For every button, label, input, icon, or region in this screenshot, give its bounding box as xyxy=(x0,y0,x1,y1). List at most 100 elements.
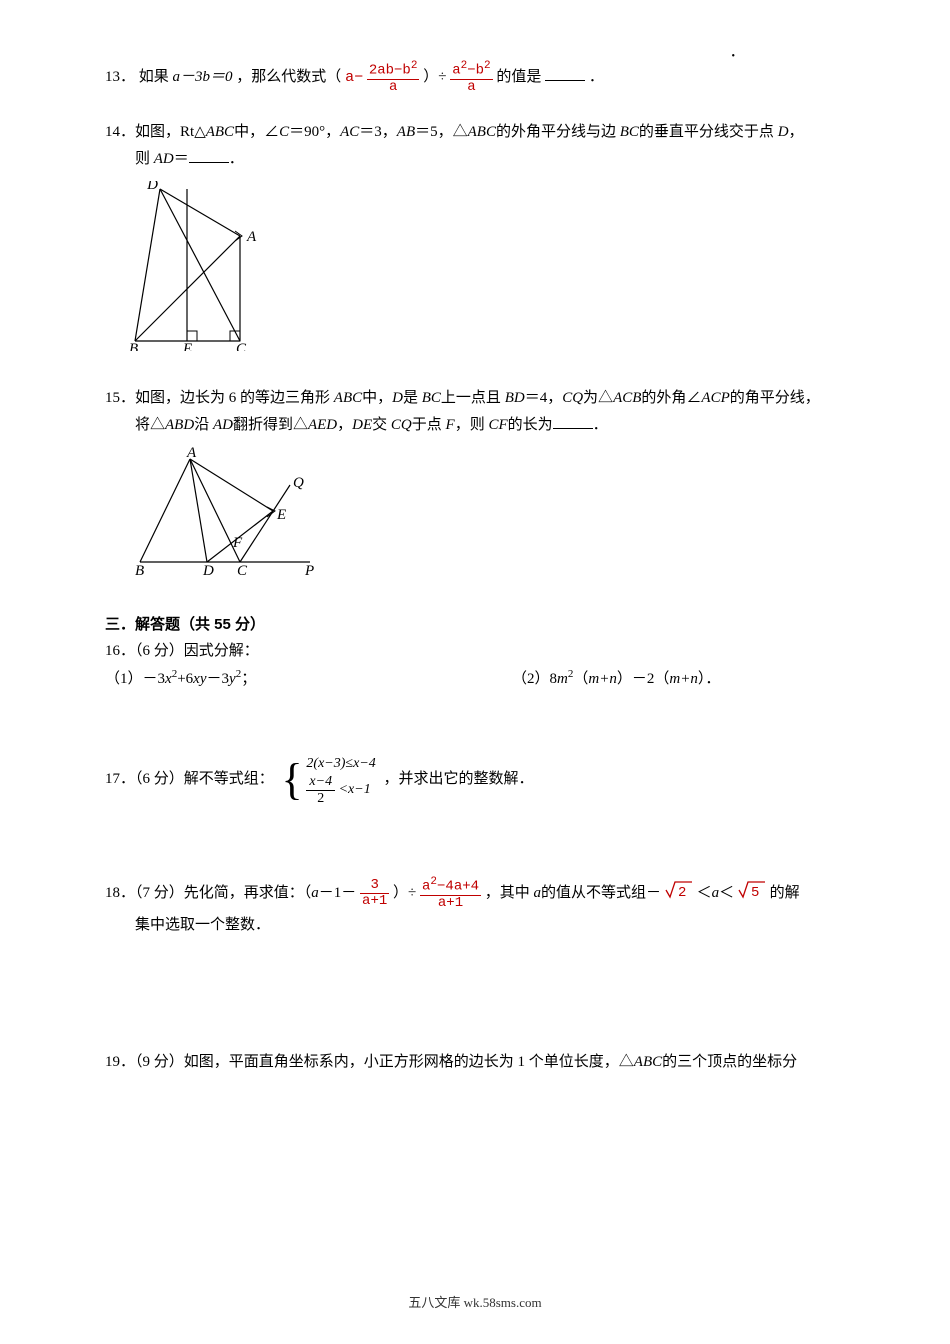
q16-title: （6 分）因式分解： xyxy=(135,643,259,659)
svg-text:C: C xyxy=(237,563,248,577)
svg-text:Q: Q xyxy=(293,475,304,491)
q13-f2sb: 2 xyxy=(484,60,491,72)
q19-abc: ABC xyxy=(634,1054,662,1070)
page-dot: • xyxy=(731,48,735,66)
q15-acb: ACB xyxy=(613,390,641,406)
page-footer: 五八文库 wk.58sms.com xyxy=(0,1291,950,1314)
q15-d: D xyxy=(392,390,403,406)
q14-figure: D A B E C xyxy=(125,181,845,361)
q17-l1a: 2( xyxy=(306,756,318,771)
q19-text: （9 分）如图，平面直角坐标系内，小正方形网格的边长为 1 个单位长度，△ xyxy=(135,1054,634,1070)
q16-p2num: （2） xyxy=(512,671,550,687)
q17-post: ，并求出它的整数解． xyxy=(384,771,534,787)
q14-tb: 中，∠ xyxy=(234,124,279,140)
q13-frac1: 2ab−b2 a xyxy=(367,60,420,95)
q18-frac2: a2−4a+4 a+1 xyxy=(420,876,481,911)
problem-16: 16．（6 分）因式分解： （1）－3x2+6xy－3y2； （2）8m2（m+… xyxy=(105,638,845,693)
q18-f1d: a+1 xyxy=(360,894,389,909)
q13-mid: ，那么代数式（ xyxy=(236,69,341,85)
q15-cq: CQ xyxy=(562,390,583,406)
q14-line2: 则 AD＝． xyxy=(105,146,845,173)
q16-p2m: m xyxy=(557,671,568,687)
q18-ta: （7 分）先化简，再求值：（ xyxy=(135,885,311,901)
q18-num: 18． xyxy=(105,885,135,901)
q15-svg: A Q E F B D C P xyxy=(125,447,325,577)
q16-p1a: －3 xyxy=(143,671,166,687)
q18-a2: a xyxy=(534,885,542,901)
q18-tc: 的解 xyxy=(770,885,800,901)
q15-ti: 将△ xyxy=(135,417,165,433)
q17-frac: x−4 2 xyxy=(306,774,335,806)
svg-text:D: D xyxy=(146,181,158,193)
q15-ad: AD xyxy=(213,417,233,433)
q17-num: 17． xyxy=(105,771,135,787)
q15-end: ． xyxy=(593,417,608,433)
q14-end: ． xyxy=(229,151,244,167)
svg-text:P: P xyxy=(304,563,314,577)
q16-part2: （2）8m2（m+n）－2（m+n）． xyxy=(512,665,845,693)
section-3-title: 三．解答题（共 55 分） xyxy=(105,611,845,638)
q14-svg: D A B E C xyxy=(125,181,285,351)
q15-tl: ， xyxy=(337,417,352,433)
q15-aed: AED xyxy=(308,417,337,433)
q14-d: D xyxy=(778,124,789,140)
q17-title: （6 分）解不等式组： xyxy=(135,771,274,787)
q15-to: ，则 xyxy=(455,417,489,433)
q14-ab: AB xyxy=(397,124,415,140)
q15-f: F xyxy=(446,417,455,433)
problem-14-text: 14．如图，Rt△ABC中，∠C＝90°，AC＝3，AB＝5，△ABC的外角平分… xyxy=(105,119,845,146)
q17-brace-container: { 2(x−3)≤x−4 x−4 2 <x−1 xyxy=(282,753,376,806)
q15-figure: A Q E F B D C P xyxy=(125,447,845,587)
problem-15: 15．如图，边长为 6 的等边三角形 ABC中，D是 BC上一点且 BD＝4，C… xyxy=(105,385,845,587)
svg-text:A: A xyxy=(186,447,197,461)
q14-c: C xyxy=(279,124,289,140)
q15-cf: CF xyxy=(488,417,507,433)
q15-tp: 的长为 xyxy=(508,417,553,433)
q15-tj: 沿 xyxy=(194,417,213,433)
q15-tb: 中， xyxy=(362,390,392,406)
q15-tm: 交 xyxy=(372,417,391,433)
q16-p2mn2: m+n xyxy=(669,671,697,687)
q14-tc: ＝90°， xyxy=(289,124,340,140)
q14-tg: 的垂直平分线交于点 xyxy=(639,124,778,140)
svg-text:E: E xyxy=(276,507,286,523)
q16-num: 16． xyxy=(105,643,135,659)
q15-td: 上一点且 xyxy=(441,390,505,406)
q15-bc: BC xyxy=(422,390,441,406)
svg-text:B: B xyxy=(129,341,138,351)
problem-17: 17．（6 分）解不等式组： { 2(x−3)≤x−4 x−4 2 <x−1 ，… xyxy=(105,753,845,806)
q17-l2e: −1 xyxy=(354,783,370,798)
q19-num: 19． xyxy=(105,1054,135,1070)
q14-num: 14． xyxy=(105,124,135,140)
q16-parts: （1）－3x2+6xy－3y2； （2）8m2（m+n）－2（m+n）． xyxy=(105,665,845,693)
q16-p1min: －3 xyxy=(207,671,230,687)
q16-p1num: （1） xyxy=(105,671,143,687)
q18-m1: －1－ xyxy=(319,885,357,901)
q16-p1xy: xy xyxy=(193,671,206,687)
q16-p2p1: （ xyxy=(573,671,588,687)
q15-de: DE xyxy=(352,417,372,433)
q18-f1n: 3 xyxy=(360,878,389,894)
q15-num: 15． xyxy=(105,390,135,406)
q18-td: 集中选取一个整数． xyxy=(135,917,270,933)
q18-lt2: ＜ xyxy=(719,885,734,901)
svg-text:5: 5 xyxy=(751,885,759,899)
svg-text:2: 2 xyxy=(678,885,686,899)
q16-title-line: 16．（6 分）因式分解： xyxy=(105,638,845,665)
q15-acp: ACP xyxy=(701,390,729,406)
q15-th: 的角平分线， xyxy=(730,390,820,406)
q13-pre: 如果 xyxy=(139,69,173,85)
q14-then: 则 xyxy=(135,151,154,167)
q15-tk: 翻折得到△ xyxy=(233,417,308,433)
q14-bc: BC xyxy=(620,124,639,140)
q18-a: a xyxy=(311,885,319,901)
q13-post: 的值是 xyxy=(496,69,541,85)
q15-tg: 的外角∠ xyxy=(641,390,701,406)
q17-l2nb: −4 xyxy=(316,774,332,789)
q16-p2a: 8 xyxy=(550,671,558,687)
q16-part1: （1）－3x2+6xy－3y2； xyxy=(105,665,512,693)
q14-td: ＝3， xyxy=(359,124,397,140)
q13-f2a: a xyxy=(452,63,460,79)
q13-div: ）÷ xyxy=(423,69,450,85)
problem-14: 14．如图，Rt△ABC中，∠C＝90°，AC＝3，AB＝5，△ABC的外角平分… xyxy=(105,119,845,361)
